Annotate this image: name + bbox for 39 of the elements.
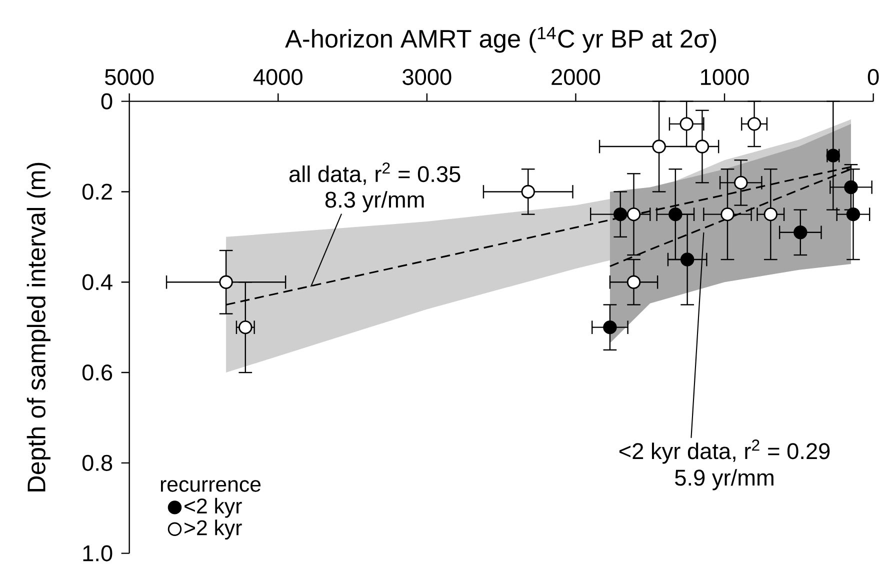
point <box>668 207 682 222</box>
point <box>695 140 710 154</box>
legend-label: >2 kyr <box>184 520 242 540</box>
point <box>219 275 233 289</box>
y-tick-label: 0.2 <box>82 184 112 200</box>
point <box>844 180 858 194</box>
x-tick-label: 1000 <box>701 69 749 86</box>
x-tick-label: 4000 <box>253 69 302 86</box>
point <box>764 207 778 222</box>
point <box>626 207 641 222</box>
y-tick-label: 0.4 <box>82 274 112 290</box>
point <box>747 117 762 131</box>
annotation: 5.9 yr/mm <box>675 469 774 490</box>
x-tick-label: 3000 <box>402 69 452 86</box>
legend-label: <2 kyr <box>184 498 242 518</box>
y-tick-label: 0.6 <box>82 364 112 381</box>
point <box>652 140 666 154</box>
x-tick-label: 5000 <box>105 69 154 86</box>
point <box>603 320 617 334</box>
point <box>680 117 694 131</box>
annotation: <2 kyr data, r$^{2}$ = 0.29 <box>619 440 830 464</box>
annotation: all data, r$^{2}$ = 0.35 <box>289 162 460 185</box>
point <box>734 176 748 190</box>
y-axis-title: Depth of sampled interval (m) <box>26 162 50 492</box>
point <box>720 207 734 222</box>
x-axis-title: A-horizon AMRT age ($^{14}$C yr BP at 2σ) <box>285 26 716 53</box>
legend-title: recurrence <box>160 480 261 492</box>
annotation: 8.3 yr/mm <box>325 191 424 212</box>
point <box>680 252 694 266</box>
point <box>794 226 808 240</box>
y-tick-label: 1.0 <box>83 545 112 562</box>
point <box>613 207 628 222</box>
y-tick-label: 0 <box>101 93 112 110</box>
x-tick-label: 0 <box>868 69 879 86</box>
x-tick-label: 2000 <box>552 69 600 86</box>
point <box>521 184 535 199</box>
y-tick-label: 0.8 <box>82 454 112 471</box>
point <box>626 275 641 289</box>
point <box>846 207 860 222</box>
